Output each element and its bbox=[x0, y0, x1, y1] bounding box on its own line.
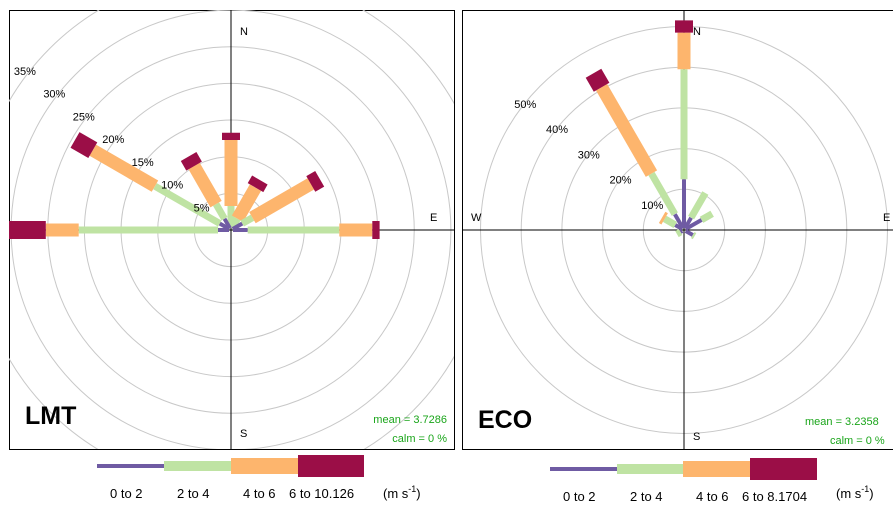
lmt-petal-segment bbox=[70, 132, 98, 158]
lmt-petal-segment bbox=[233, 228, 248, 232]
lmt-legend-swatch-1 bbox=[97, 464, 164, 468]
lmt-petal-segment bbox=[229, 217, 241, 230]
eco-ring-label: 30% bbox=[578, 149, 600, 161]
eco-legend-units: (m s-1) bbox=[836, 484, 874, 501]
eco-legend-swatch-1 bbox=[550, 467, 617, 471]
eco-petal-segment bbox=[699, 210, 714, 223]
eco-petal-segment bbox=[585, 68, 610, 92]
lmt-units-text: (m s bbox=[383, 486, 409, 501]
lmt-petal-segment bbox=[240, 214, 255, 227]
eco-petal-segment bbox=[683, 216, 693, 230]
eco-legend-bin-4: 6 to 8.1704 bbox=[742, 489, 807, 504]
lmt-petal-segment bbox=[218, 221, 231, 231]
eco-petal-segment bbox=[675, 20, 693, 33]
eco-units-sup: -1 bbox=[861, 484, 869, 494]
eco-windrose: 10% 20% 30% 40% 50% N E S W ECO mean = 3.235… bbox=[462, 10, 893, 449]
lmt-petal-segment bbox=[249, 178, 315, 224]
lmt-petals bbox=[9, 132, 380, 239]
lmt-legend-swatch-4 bbox=[298, 455, 364, 477]
lmt-petal-segment bbox=[180, 152, 202, 171]
eco-direction-s: S bbox=[693, 431, 700, 443]
eco-petal-segment bbox=[673, 213, 685, 230]
eco-petal-segment bbox=[684, 218, 703, 231]
lmt-petal-segment bbox=[9, 221, 46, 239]
eco-direction-n: N bbox=[693, 26, 701, 38]
eco-legend-swatch-4 bbox=[750, 458, 817, 480]
lmt-mean-text: mean = 3.7286 bbox=[373, 414, 447, 426]
lmt-petal-segment bbox=[372, 221, 380, 239]
lmt-petal-segment bbox=[222, 132, 240, 140]
lmt-petal-segment bbox=[213, 202, 228, 221]
lmt-petal-segment bbox=[224, 140, 238, 206]
lmt-petal-segment bbox=[153, 183, 222, 227]
eco-legend-bin-2: 2 to 4 bbox=[630, 489, 663, 504]
lmt-ring-label: 5% bbox=[194, 202, 210, 214]
lmt-ring-label: 30% bbox=[43, 89, 65, 101]
eco-ring-label: 10% bbox=[641, 200, 663, 212]
eco-ring-label: 20% bbox=[609, 175, 631, 187]
lmt-legend: 0 to 2 2 to 4 4 to 6 6 to 10.126 (m s-1) bbox=[97, 455, 421, 501]
lmt-legend-bin-2: 2 to 4 bbox=[177, 486, 210, 501]
eco-legend-bin-1: 0 to 2 bbox=[563, 489, 596, 504]
lmt-units-close: ) bbox=[416, 486, 420, 501]
eco-petal-segment bbox=[675, 229, 683, 238]
eco-legend-bin-3: 4 to 6 bbox=[696, 489, 729, 504]
eco-direction-e: E bbox=[883, 212, 890, 224]
eco-mean-text: mean = 3.2358 bbox=[805, 416, 879, 428]
eco-petal-segment bbox=[684, 229, 694, 237]
eco-petal-segment bbox=[691, 232, 697, 240]
eco-petal-segment bbox=[662, 215, 677, 228]
lmt-petal-segment bbox=[231, 184, 262, 222]
eco-petal-segment bbox=[648, 171, 678, 216]
lmt-ring-label: 15% bbox=[132, 157, 154, 169]
lmt-petal-segment bbox=[45, 223, 79, 237]
eco-petals bbox=[585, 20, 714, 240]
eco-petal-segment bbox=[658, 211, 668, 225]
lmt-ring-label: 10% bbox=[161, 180, 183, 192]
lmt-petal-segment bbox=[339, 223, 373, 237]
lmt-ring-label: 20% bbox=[102, 134, 124, 146]
lmt-calm-text: calm = 0 % bbox=[392, 433, 447, 445]
lmt-petal-segment bbox=[247, 226, 340, 234]
lmt-legend-units: (m s-1) bbox=[383, 484, 421, 501]
eco-petal-segment bbox=[677, 32, 691, 70]
eco-legend: 0 to 2 2 to 4 4 to 6 6 to 8.1704 (m s-1) bbox=[550, 458, 874, 504]
eco-petal-segment bbox=[596, 84, 658, 177]
lmt-petal-segment bbox=[247, 175, 268, 193]
lmt-legend-bin-1: 0 to 2 bbox=[110, 486, 143, 501]
eco-units-close: ) bbox=[869, 486, 873, 501]
lmt-legend-bin-4: 6 to 10.126 bbox=[289, 486, 354, 501]
lmt-units-sup: -1 bbox=[408, 484, 416, 494]
eco-units-text: (m s bbox=[836, 486, 862, 501]
eco-direction-w: W bbox=[471, 212, 482, 224]
eco-petal-segment bbox=[682, 179, 686, 228]
lmt-petal-segment bbox=[222, 217, 232, 230]
eco-petal-segment bbox=[679, 229, 684, 234]
lmt-direction-n: N bbox=[240, 26, 248, 38]
eco-ring-label: 50% bbox=[514, 99, 536, 111]
eco-calm-text: calm = 0 % bbox=[830, 435, 885, 447]
eco-site-label: ECO bbox=[478, 406, 532, 434]
lmt-legend-bin-3: 4 to 6 bbox=[243, 486, 276, 501]
lmt-direction-e: E bbox=[430, 212, 437, 224]
eco-legend-swatch-3 bbox=[683, 461, 750, 477]
eco-legend-swatch-2 bbox=[617, 464, 683, 474]
lmt-windrose: 5% 10% 15% 20% 25% 30% 35% N E S LMT mean = 3.… bbox=[9, 10, 454, 449]
lmt-petal-segment bbox=[78, 226, 218, 234]
lmt-ring-label: 35% bbox=[14, 66, 36, 78]
lmt-direction-s: S bbox=[240, 428, 247, 440]
lmt-petal-segment bbox=[188, 162, 222, 208]
lmt-ring-label: 25% bbox=[73, 111, 95, 123]
lmt-ring-labels: 5% 10% 15% 20% 25% 30% 35% bbox=[14, 66, 210, 214]
lmt-site-label: LMT bbox=[25, 402, 76, 430]
lmt-petal-segment bbox=[306, 171, 325, 192]
lmt-legend-swatch-3 bbox=[231, 458, 298, 474]
lmt-legend-swatch-2 bbox=[164, 461, 231, 471]
eco-ring-labels: 10% 20% 30% 40% 50% bbox=[514, 99, 663, 212]
eco-petal-segment bbox=[680, 69, 688, 180]
eco-ring-label: 40% bbox=[546, 124, 568, 136]
lmt-petal-segment bbox=[89, 144, 159, 192]
eco-petal-segment bbox=[688, 191, 709, 220]
